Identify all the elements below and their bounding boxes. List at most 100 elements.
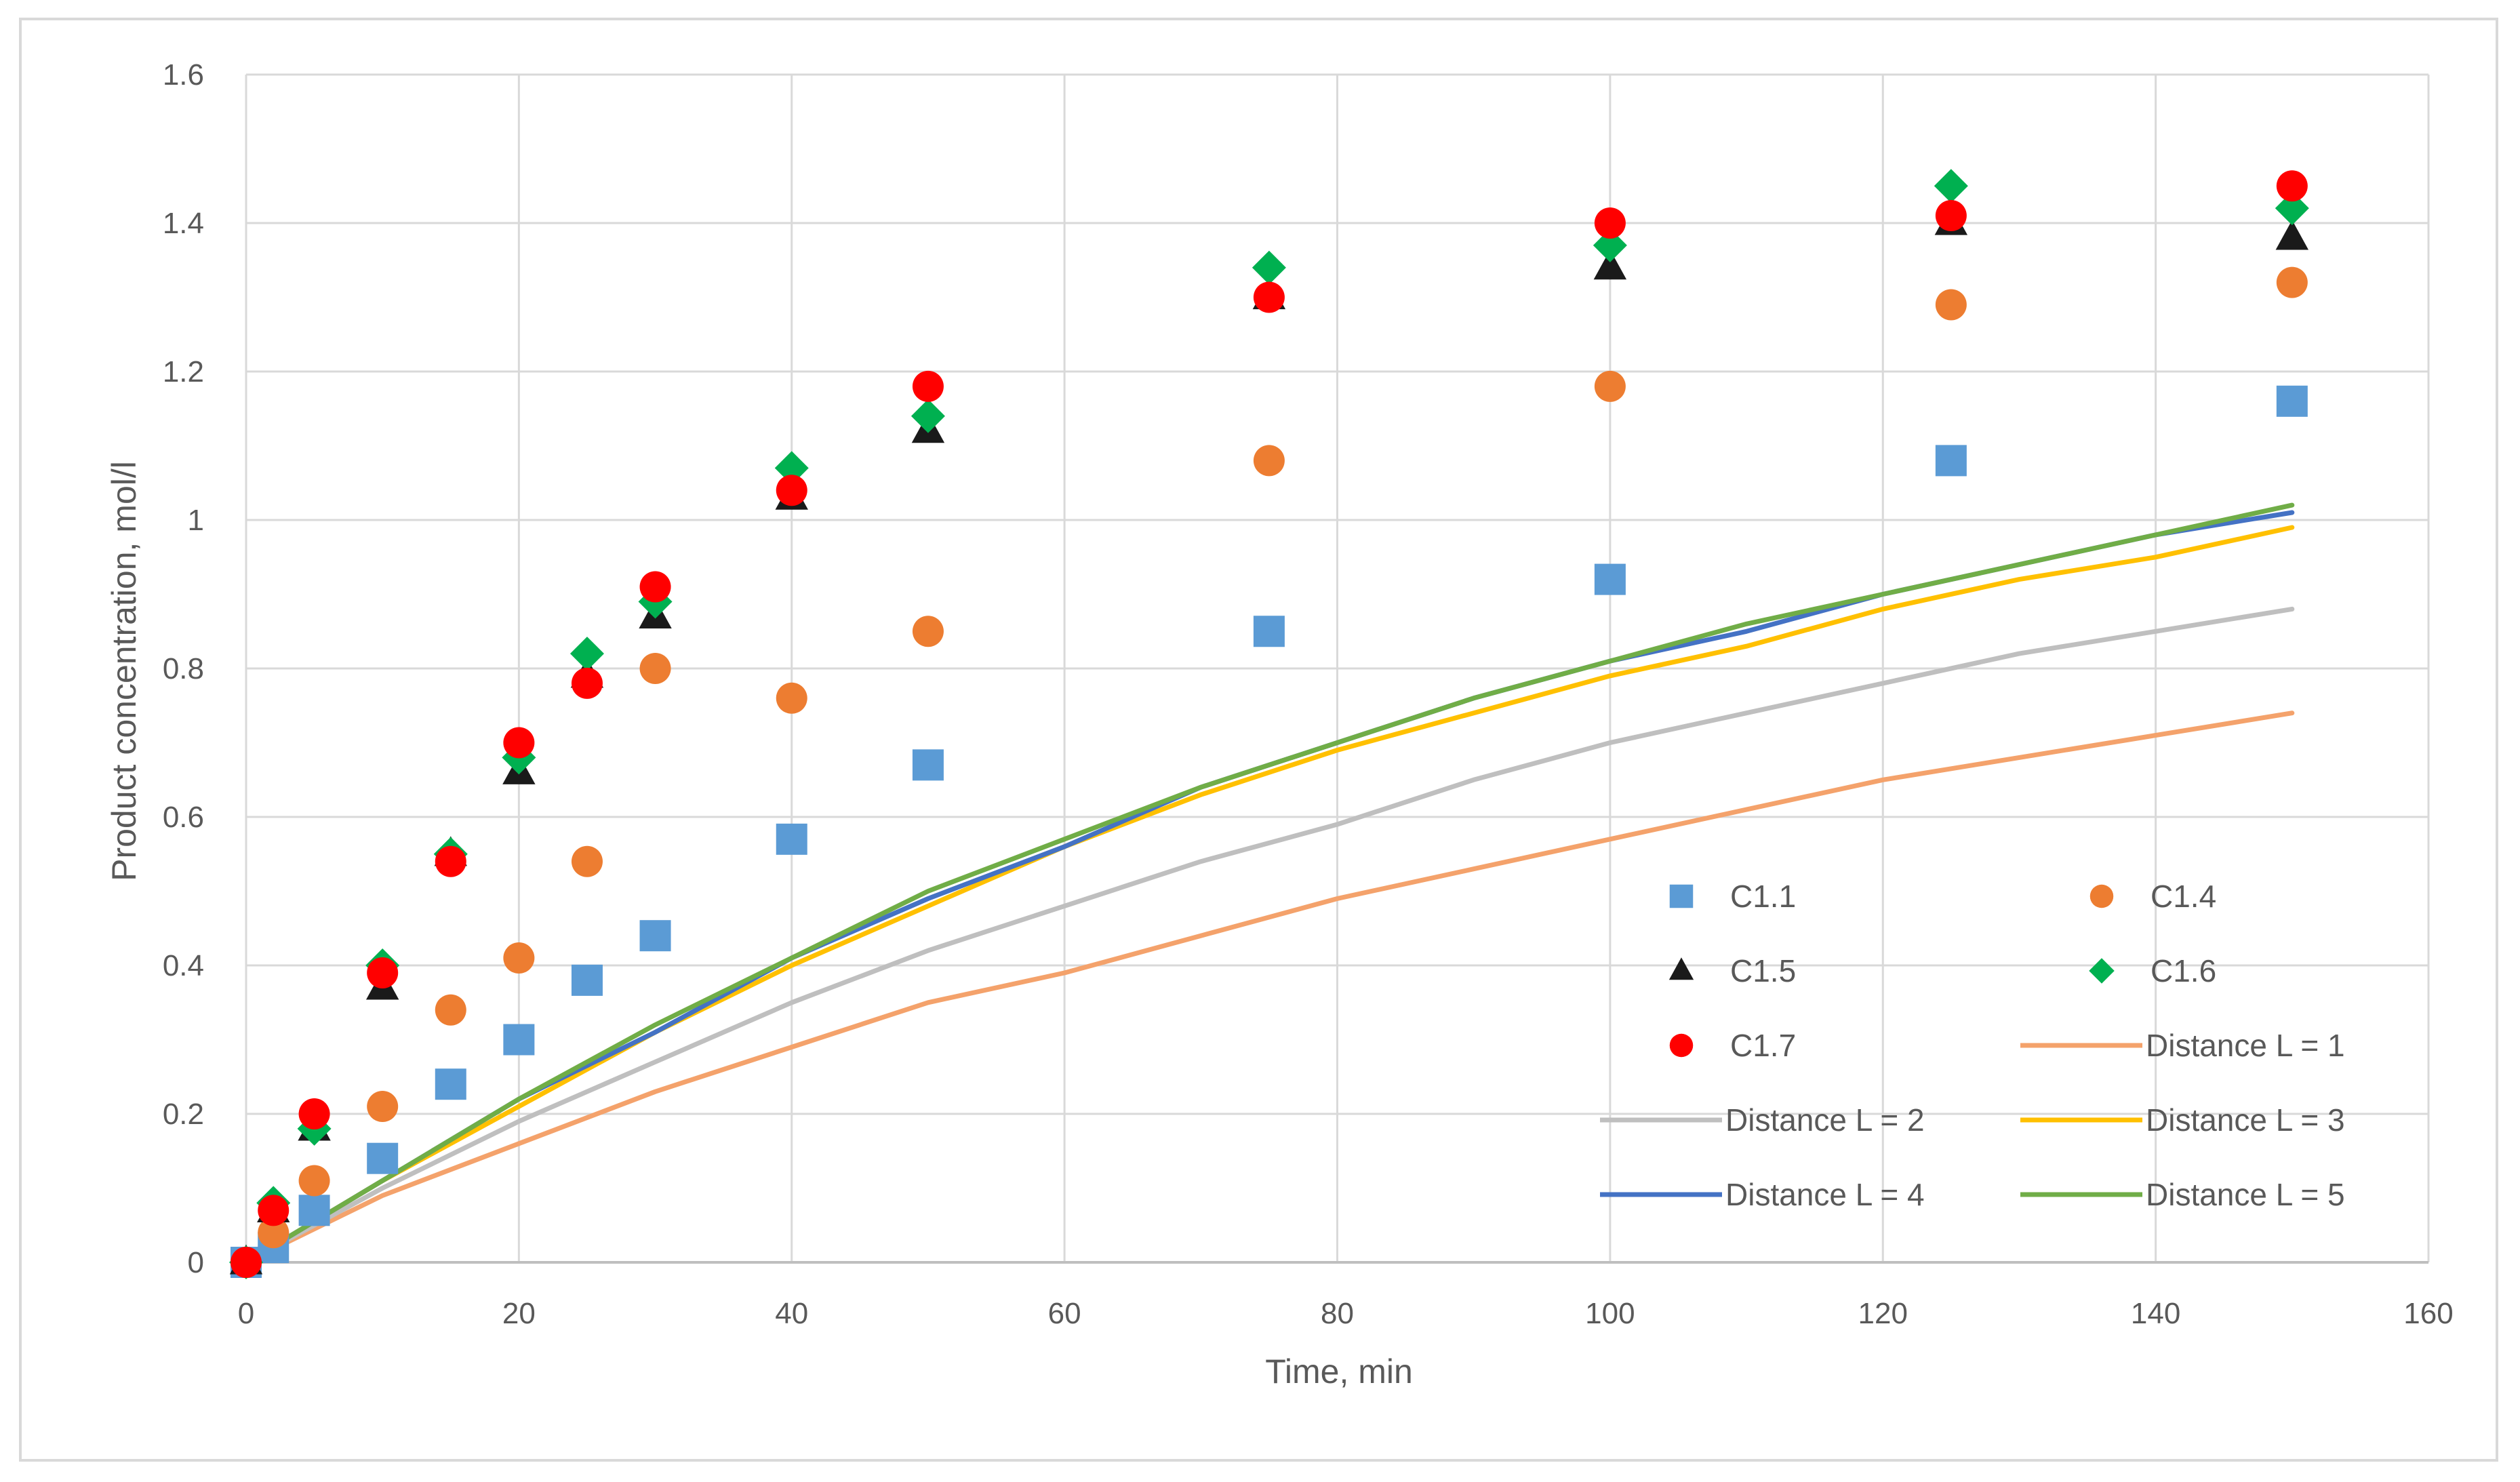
- data-point: [639, 653, 671, 684]
- data-point: [912, 616, 944, 647]
- data-point: [503, 942, 535, 974]
- data-point: [776, 682, 807, 714]
- legend-item: Distance L = 4: [1600, 1177, 1925, 1212]
- marker-series-group: [229, 169, 2309, 1279]
- data-point: [1593, 249, 1627, 280]
- data-point: [571, 667, 603, 699]
- legend-label: C1.7: [1730, 1028, 1796, 1063]
- marker-series-C1.4: [231, 266, 2308, 1278]
- legend: C1.1 C1.4 C1.5 C1.6 C1.7 Distance L = 1 Distan…: [1600, 879, 2345, 1212]
- data-point: [2275, 191, 2309, 226]
- data-point: [1594, 370, 1626, 402]
- gridlines: [245, 73, 2430, 1264]
- data-point: [1253, 281, 1285, 313]
- data-point: [367, 1142, 399, 1174]
- data-point: [776, 475, 807, 506]
- data-point: [2276, 266, 2308, 298]
- legend-symbol: [1668, 957, 1694, 980]
- x-tick-label: 120: [1858, 1297, 1908, 1330]
- legend-symbol: [2089, 884, 2114, 908]
- x-tick-label: 40: [775, 1297, 808, 1330]
- data-point: [571, 964, 603, 996]
- data-point: [2276, 170, 2308, 202]
- y-tick-label: 1.2: [163, 355, 204, 388]
- data-point: [2276, 385, 2308, 417]
- data-point: [1593, 228, 1627, 262]
- line-series-3: [243, 525, 2295, 1265]
- y-tick-label: 0: [188, 1246, 204, 1279]
- y-tick-label: 1.4: [163, 207, 204, 240]
- data-point: [435, 1068, 466, 1100]
- legend-item: Distance L = 3: [2020, 1102, 2345, 1138]
- y-tick-label: 0.2: [163, 1098, 204, 1131]
- data-point: [367, 1091, 399, 1123]
- y-tick-label: 1: [188, 504, 204, 537]
- x-tick-label: 100: [1585, 1297, 1635, 1330]
- data-point: [367, 957, 399, 988]
- x-tick-label: 20: [502, 1297, 536, 1330]
- legend-label: Distance L = 3: [2146, 1102, 2345, 1138]
- line-series-1: [243, 710, 2295, 1265]
- legend-item: C1.6: [2089, 953, 2216, 988]
- x-tick-label: 60: [1048, 1297, 1081, 1330]
- data-point: [1253, 616, 1285, 647]
- y-tick-label: 1.6: [163, 58, 204, 92]
- x-tick-label: 140: [2131, 1297, 2180, 1330]
- y-tick-label: 0.4: [163, 949, 204, 982]
- data-point: [435, 845, 466, 877]
- data-point: [1252, 250, 1286, 285]
- legend-label: C1.6: [2151, 953, 2216, 988]
- data-point: [911, 399, 945, 433]
- x-tick-label: 160: [2403, 1297, 2453, 1330]
- data-point: [258, 1217, 289, 1249]
- legend-item: C1.1: [1669, 879, 1796, 914]
- data-point: [1935, 289, 1967, 321]
- legend-item: Distance L = 5: [2020, 1177, 2345, 1212]
- data-point: [1594, 207, 1626, 239]
- x-axis-title: Time, min: [1265, 1353, 1413, 1390]
- legend-label: Distance L = 1: [2146, 1028, 2345, 1063]
- data-point: [776, 823, 807, 855]
- data-point: [298, 1165, 330, 1197]
- data-point: [1935, 445, 1967, 477]
- data-point: [569, 637, 604, 671]
- line-series-group: [243, 502, 2295, 1265]
- line-series-2: [243, 606, 2295, 1265]
- data-point: [639, 571, 671, 603]
- legend-label: Distance L = 4: [1725, 1177, 1925, 1212]
- tick-labels: 0 20 40 60 80 100 120 140 160 0 0.2 0.4 0.6 0.8 1 1.2 1.…: [163, 58, 2454, 1330]
- data-point: [298, 1195, 330, 1226]
- data-point: [435, 994, 466, 1026]
- data-point: [912, 370, 944, 402]
- data-point: [2275, 220, 2309, 250]
- legend-label: C1.4: [2151, 879, 2216, 914]
- legend-item: Distance L = 1: [2020, 1028, 2345, 1063]
- data-point: [1594, 563, 1626, 595]
- legend-symbol: [1669, 884, 1694, 908]
- data-point: [912, 749, 944, 781]
- data-point: [231, 1247, 262, 1278]
- marker-series-C1.7: [231, 170, 2308, 1278]
- y-tick-label: 0.6: [163, 801, 204, 834]
- data-point: [258, 1195, 289, 1226]
- line-series-5: [243, 502, 2295, 1265]
- data-point: [639, 920, 671, 952]
- data-point: [774, 451, 809, 485]
- legend-label: Distance L = 2: [1725, 1102, 1925, 1138]
- legend-item: C1.4: [2089, 879, 2216, 914]
- x-tick-label: 0: [238, 1297, 254, 1330]
- data-point: [1253, 445, 1285, 477]
- legend-label: Distance L = 5: [2146, 1177, 2345, 1212]
- legend-label: C1.1: [1730, 879, 1796, 914]
- data-point: [298, 1098, 330, 1129]
- legend-symbol: [2089, 958, 2115, 984]
- legend-symbol: [1669, 1033, 1694, 1058]
- chart-frame: [19, 18, 2498, 1462]
- data-point: [503, 1024, 535, 1056]
- data-point: [1935, 200, 1967, 232]
- legend-item: Distance L = 2: [1600, 1102, 1925, 1138]
- y-axis-title: Product concentration, mol/l: [105, 461, 143, 881]
- data-point: [571, 845, 603, 877]
- legend-item: C1.5: [1668, 953, 1796, 988]
